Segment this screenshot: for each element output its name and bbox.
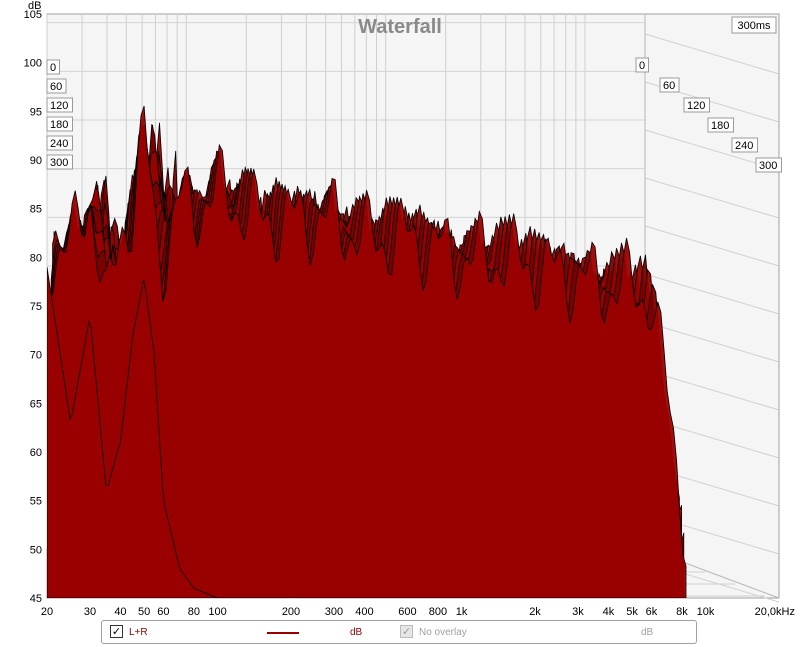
y-tick-label: 65 <box>30 398 42 410</box>
x-tick-label: 4k <box>603 606 615 618</box>
x-tick-label: 40 <box>114 606 126 618</box>
x-tick-label: 8k <box>676 606 688 618</box>
time-slice-box-right <box>755 157 782 173</box>
time-slice-label-left: 240 <box>50 138 68 150</box>
x-tick-label: 800 <box>429 606 447 618</box>
time-slice-box-left <box>46 78 67 94</box>
x-tick-label: 200 <box>282 606 300 618</box>
y-tick-label: 55 <box>30 496 42 508</box>
x-tick-label: 1k <box>456 606 468 618</box>
time-slice-box-right <box>659 77 680 93</box>
time-slice-label-right: 60 <box>663 80 675 92</box>
time-slice-box-left <box>46 59 60 75</box>
time-slice-box-right <box>707 117 734 133</box>
side-wall-gridline <box>644 273 780 315</box>
y-tick-label: 85 <box>30 204 42 216</box>
x-tick-label: 50 <box>138 606 150 618</box>
time-slice-label-left: 60 <box>50 81 62 93</box>
time-range-box: 300ms <box>731 16 777 34</box>
legend-bar: ✓ L+R dB ✓ No overlay dB <box>101 620 697 644</box>
y-tick-label: 80 <box>30 252 42 264</box>
time-slice-label-left: 180 <box>50 119 68 131</box>
time-slice-label-right: 0 <box>639 60 645 72</box>
no-overlay-checkbox[interactable]: ✓ <box>400 625 413 638</box>
x-tick-label: 5k <box>626 606 638 618</box>
x-tick-label: 600 <box>398 606 416 618</box>
time-slice-box-right <box>635 57 649 73</box>
lr-checkbox[interactable]: ✓ <box>110 625 123 638</box>
lr-line-swatch <box>267 632 299 634</box>
chart-title: Waterfall <box>358 16 442 38</box>
time-slice-label-left: 120 <box>50 100 68 112</box>
lr-label: L+R <box>129 627 148 638</box>
side-wall-gridline <box>644 177 780 219</box>
y-tick-label: 60 <box>30 447 42 459</box>
x-tick-label: 30 <box>84 606 96 618</box>
y-axis-unit: dB <box>28 0 41 12</box>
time-slice-box-left <box>46 135 73 151</box>
time-slice-label-right: 120 <box>687 100 705 112</box>
y-tick-label: 95 <box>30 106 42 118</box>
no-overlay-unit: dB <box>641 627 654 638</box>
y-tick-label: 100 <box>24 58 42 70</box>
no-overlay-label: No overlay <box>419 627 467 638</box>
x-tick-label: 400 <box>355 606 373 618</box>
x-tick-label: 100 <box>208 606 226 618</box>
x-tick-label: 80 <box>188 606 200 618</box>
side-wall-gridline <box>644 369 780 411</box>
x-tick-label: 10k <box>697 606 715 618</box>
time-slice-label-left: 0 <box>50 62 56 74</box>
time-slice-box-right <box>731 137 758 153</box>
time-slice-box-left <box>46 116 73 132</box>
side-wall-gridline <box>644 321 780 363</box>
y-tick-label: 50 <box>30 544 42 556</box>
time-range-label: 300ms <box>737 20 771 32</box>
x-tick-label: 20 <box>41 606 53 618</box>
waterfall-slice <box>47 105 687 598</box>
x-tick-label: 3k <box>572 606 584 618</box>
waterfall-front-slice <box>47 267 291 598</box>
time-slice-label-right: 180 <box>711 120 729 132</box>
side-wall-gridline <box>644 225 780 267</box>
time-slice-box-right <box>683 97 710 113</box>
x-tick-label: 20,0kHz <box>755 606 795 618</box>
x-tick-label: 300 <box>325 606 343 618</box>
y-tick-label: 90 <box>30 155 42 167</box>
time-slice-label-right: 240 <box>735 140 753 152</box>
x-tick-label: 2k <box>529 606 541 618</box>
waterfall-plot: 45 50 55 60 65 70 75 80 85 90 95 100 105 20 30 40 50 60 80… <box>24 0 795 618</box>
x-tick-label: 60 <box>157 606 169 618</box>
time-slice-box-left <box>46 97 73 113</box>
y-tick-label: 105 <box>24 9 42 21</box>
time-slice-label-left: 300 <box>50 157 68 169</box>
lr-unit: dB <box>350 627 363 638</box>
time-slice-box-left <box>46 154 73 170</box>
side-wall-gridline <box>644 33 780 75</box>
y-tick-label: 70 <box>30 350 42 362</box>
time-slice-label-right: 300 <box>759 160 777 172</box>
x-tick-label: 6k <box>646 606 658 618</box>
y-tick-label: 75 <box>30 301 42 313</box>
y-tick-label: 45 <box>30 593 42 605</box>
